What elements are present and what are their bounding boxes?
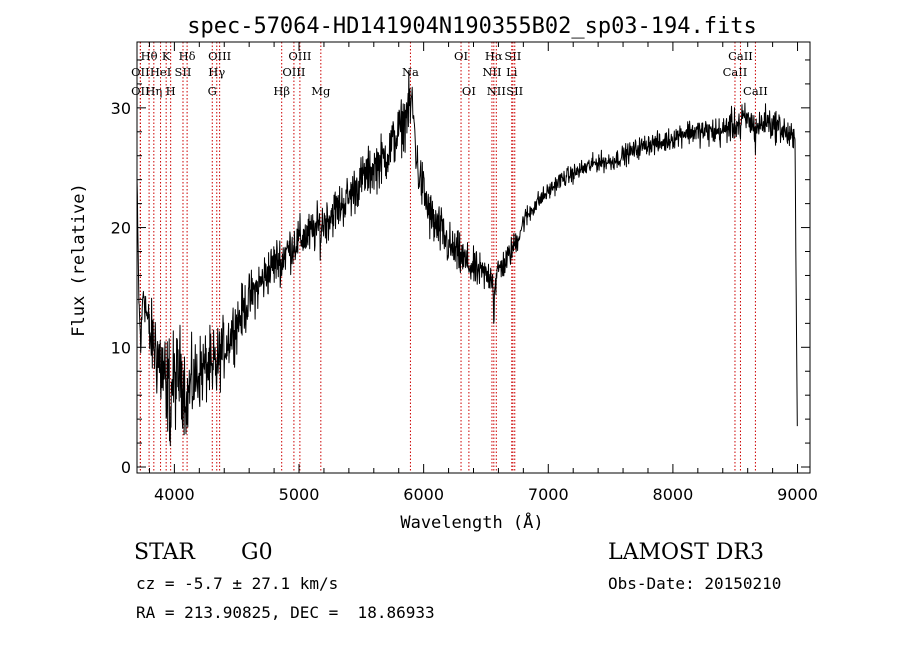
line-marker-label: Mg — [311, 84, 331, 98]
line-marker-label: Hβ — [273, 84, 290, 98]
x-tick-label: 6000 — [403, 485, 444, 504]
line-marker-label: SII — [175, 65, 192, 79]
line-marker-label: SII — [504, 49, 521, 63]
obs-date: Obs-Date: 20150210 — [608, 574, 782, 593]
line-marker-label: CaII — [723, 65, 748, 79]
line-marker-label: Li — [506, 65, 518, 79]
y-tick-label: 10 — [111, 338, 131, 357]
y-tick-label: 20 — [111, 219, 131, 238]
line-marker-label: OI — [454, 49, 468, 63]
line-marker-label: OI — [462, 84, 476, 98]
x-tick-label: 8000 — [653, 485, 694, 504]
object-class: STAR — [134, 540, 195, 565]
line-marker-label: SII — [506, 84, 523, 98]
line-marker-label: Hη — [145, 84, 162, 98]
line-marker-label: OIII — [208, 49, 231, 63]
x-tick-label: 9000 — [777, 485, 818, 504]
axis-ticks: 4000 5000 6000 7000 8000 9000 0 10 20 30 — [111, 42, 818, 504]
spectrum-line — [136, 70, 798, 447]
line-marker-label: NII — [487, 84, 506, 98]
line-marker-label: OII — [131, 65, 150, 79]
chart-title: spec-57064-HD141904N190355B02_sp03-194.f… — [187, 14, 757, 39]
object-subclass: G0 — [241, 540, 273, 565]
x-axis-label: Wavelength (Å) — [400, 511, 543, 533]
coordinates: RA = 213.90825, DEC = 18.86933 — [136, 603, 435, 622]
x-tick-label: 4000 — [154, 485, 195, 504]
line-marker-label: Hα — [485, 49, 503, 63]
line-markers: OII OII Hθ Hη HeI K H SII Hδ G Hγ OIII Hβ OIII OIII Mg N… — [131, 42, 768, 473]
y-tick-label: 0 — [121, 458, 131, 477]
line-marker-label: NII — [482, 65, 501, 79]
line-marker-label: OIII — [282, 65, 305, 79]
line-marker-label: CaII — [743, 84, 768, 98]
line-marker-label: Na — [402, 65, 419, 79]
y-axis-label: Flux (relative) — [69, 183, 89, 337]
redshift-text: cz = -5.7 ± 27.1 km/s — [136, 574, 339, 593]
line-marker-label: G — [208, 84, 217, 98]
line-marker-label: OII — [131, 84, 150, 98]
line-marker-label: K — [162, 49, 171, 63]
x-tick-label: 7000 — [528, 485, 569, 504]
x-tick-label: 5000 — [279, 485, 320, 504]
line-marker-label: Hθ — [141, 49, 158, 63]
line-marker-label: Hγ — [208, 65, 225, 79]
line-marker-label: OIII — [288, 49, 311, 63]
line-marker-label: H — [166, 84, 176, 98]
survey-name: LAMOST DR3 — [608, 540, 764, 565]
y-tick-label: 30 — [111, 99, 131, 118]
line-marker-label: CaII — [728, 49, 753, 63]
line-marker-label: Hδ — [179, 49, 196, 63]
line-marker-label: HeI — [150, 65, 171, 79]
